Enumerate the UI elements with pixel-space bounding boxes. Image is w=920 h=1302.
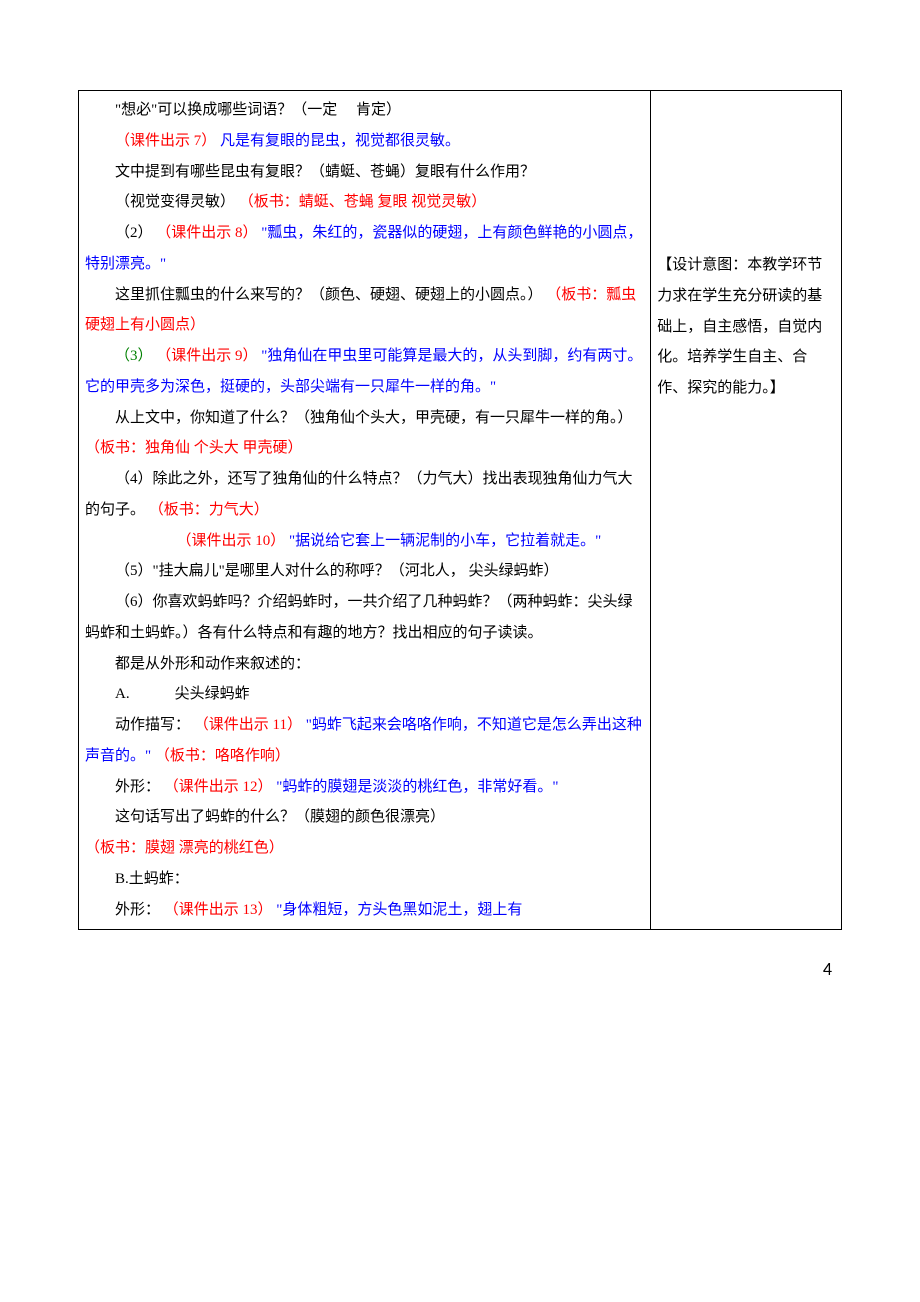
- text-run: 外形：: [115, 902, 160, 918]
- text-run: 这句话写出了蚂蚱的什么？（膜翅的颜色很漂亮）: [115, 809, 445, 825]
- item-number: （3）: [115, 348, 153, 364]
- paragraph: 外形： （课件出示 13） "身体粗短，方头色黑如泥土，翅上有: [85, 895, 644, 926]
- quote-text: "蚂蚱的膜翅是淡淡的桃红色，非常好看。": [276, 779, 558, 795]
- paragraph: （5）"挂大扁儿"是哪里人对什么的称呼？（河北人， 尖头绿蚂蚱）: [85, 556, 644, 587]
- board-note: （板书：蜻蜓、苍蝇 复眼 视觉灵敏）: [239, 194, 487, 210]
- spacer: [657, 95, 835, 250]
- text-run: 外形：: [115, 779, 160, 795]
- courseware-ref: （课件出示 13）: [164, 902, 273, 918]
- board-note: （板书：膜翅 漂亮的桃红色）: [85, 840, 284, 856]
- paragraph: 文中提到有哪些昆虫有复眼？（蜻蜓、苍蝇）复眼有什么作用？: [85, 157, 644, 188]
- board-note: （板书：力气大）: [149, 502, 269, 518]
- courseware-ref: （课件出示 8）: [156, 225, 257, 241]
- text-run: 这里抓住瓢虫的什么来写的？（颜色、硬翅、硬翅上的小圆点。）: [115, 287, 543, 303]
- paragraph: "想必"可以换成哪些词语？（一定 肯定）: [85, 95, 644, 126]
- paragraph: A. 尖头绿蚂蚱: [85, 679, 644, 710]
- courseware-ref: （课件出示 7）: [115, 133, 216, 149]
- paragraph: （2） （课件出示 8） "瓢虫，朱红的，瓷器似的硬翅，上有颜色鲜艳的小圆点，特…: [85, 218, 644, 280]
- paragraph: 都是从外形和动作来叙述的：: [85, 649, 644, 680]
- quote-text: "身体粗短，方头色黑如泥土，翅上有: [276, 902, 522, 918]
- courseware-ref: （课件出示 11）: [194, 717, 302, 733]
- text-run: 动作描写：: [115, 717, 190, 733]
- text-run: （视觉变得灵敏）: [115, 194, 235, 210]
- text-run: 从上文中，你知道了什么？（独角仙个头大，甲壳硬，有一只犀牛一样的角。）: [115, 410, 633, 426]
- page-number: 4: [78, 958, 842, 980]
- paragraph: 这句话写出了蚂蚱的什么？（膜翅的颜色很漂亮） （板书：膜翅 漂亮的桃红色）: [85, 802, 644, 864]
- paragraph: （课件出示 10） "据说给它套上一辆泥制的小车，它拉着就走。": [85, 526, 644, 557]
- paragraph: 从上文中，你知道了什么？（独角仙个头大，甲壳硬，有一只犀牛一样的角。） （板书：…: [85, 403, 644, 465]
- text-run: （2）: [115, 225, 153, 241]
- sidebar-cell: 【设计意图：本教学环节力求在学生充分研读的基础上，自主感悟，自觉内化。培养学生自…: [651, 91, 842, 930]
- board-note: （板书：独角仙 个头大 甲壳硬）: [85, 440, 303, 456]
- paragraph: （课件出示 7） 凡是有复眼的昆虫，视觉都很灵敏。: [85, 126, 644, 157]
- courseware-ref: （课件出示 9）: [156, 348, 257, 364]
- board-note: （板书：咯咯作响）: [155, 748, 290, 764]
- paragraph: （6）你喜欢蚂蚱吗？介绍蚂蚱时，一共介绍了几种蚂蚱？（两种蚂蚱：尖头绿蚂蚱和土蚂…: [85, 587, 644, 649]
- main-content-cell: "想必"可以换成哪些词语？（一定 肯定） （课件出示 7） 凡是有复眼的昆虫，视…: [79, 91, 651, 930]
- paragraph: 动作描写： （课件出示 11） "蚂蚱飞起来会咯咯作响，不知道它是怎么弄出这种声…: [85, 710, 644, 772]
- paragraph: （视觉变得灵敏） （板书：蜻蜓、苍蝇 复眼 视觉灵敏）: [85, 187, 644, 218]
- courseware-ref: （课件出示 10）: [177, 533, 286, 549]
- lesson-table: "想必"可以换成哪些词语？（一定 肯定） （课件出示 7） 凡是有复眼的昆虫，视…: [78, 90, 842, 930]
- courseware-ref: （课件出示 12）: [164, 779, 273, 795]
- quote-text: 凡是有复眼的昆虫，视觉都很灵敏。: [220, 133, 460, 149]
- paragraph: （3） （课件出示 9） "独角仙在甲虫里可能算是最大的，从头到脚，约有两寸。它…: [85, 341, 644, 403]
- paragraph: 外形： （课件出示 12） "蚂蚱的膜翅是淡淡的桃红色，非常好看。": [85, 772, 644, 803]
- paragraph: （4）除此之外，还写了独角仙的什么特点？（力气大）找出表现独角仙力气大的句子。 …: [85, 464, 644, 526]
- quote-text: "据说给它套上一辆泥制的小车，它拉着就走。": [289, 533, 601, 549]
- paragraph: B.土蚂蚱：: [85, 864, 644, 895]
- design-intent-note: 【设计意图：本教学环节力求在学生充分研读的基础上，自主感悟，自觉内化。培养学生自…: [657, 250, 835, 404]
- paragraph: 这里抓住瓢虫的什么来写的？（颜色、硬翅、硬翅上的小圆点。） （板书：瓢虫 硬翅上…: [85, 280, 644, 342]
